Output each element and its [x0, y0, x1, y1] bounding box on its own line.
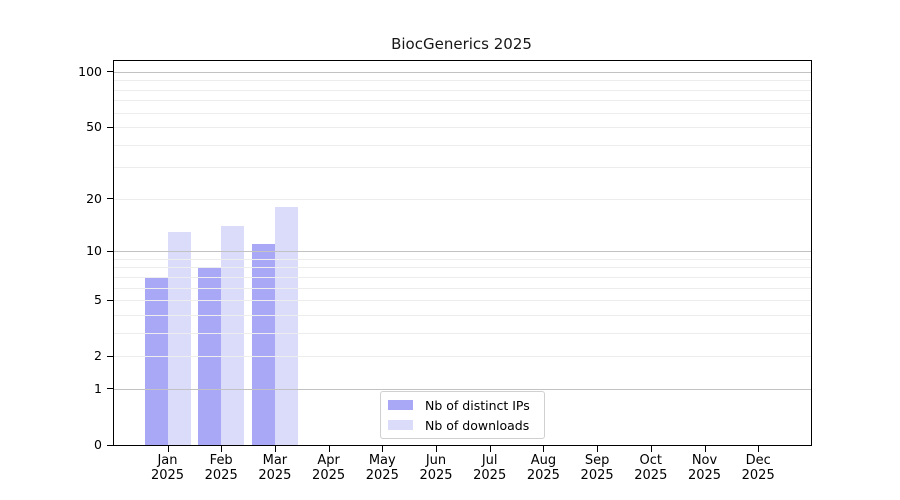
gridline-minor [114, 276, 811, 278]
x-tick [274, 446, 276, 452]
chart-title: BiocGenerics 2025 [391, 35, 532, 53]
x-label-year: 2025 [634, 468, 668, 483]
gridline-major [114, 71, 811, 73]
y-tick-label: 0 [94, 437, 102, 452]
y-tick-label: 1 [94, 380, 102, 396]
y-tick [107, 299, 113, 301]
x-tick-label: Nov 2025 [673, 453, 737, 483]
x-label-month: Jan [157, 453, 178, 468]
gridline-minor [114, 198, 811, 200]
x-tick-label: Feb 2025 [189, 453, 253, 483]
x-label-year: 2025 [312, 468, 346, 483]
gridline-minor [114, 314, 811, 316]
x-tick [328, 446, 330, 452]
gridline-minor [114, 127, 811, 129]
bar-ips-mar [251, 244, 275, 445]
x-tick-label: Aug 2025 [511, 453, 575, 483]
x-tick-label: Oct 2025 [619, 453, 683, 483]
x-label-year: 2025 [204, 468, 238, 483]
x-tick [489, 446, 491, 452]
x-label-month: Jun [425, 453, 447, 468]
bar-downloads-jan [167, 231, 191, 445]
x-label-year: 2025 [526, 468, 560, 483]
bar-downloads-mar [274, 207, 298, 445]
legend-swatch-downloads [388, 420, 413, 430]
x-label-month: Nov [691, 453, 718, 468]
y-tick-label: 100 [78, 63, 102, 79]
x-tick [221, 446, 223, 452]
y-tick [107, 355, 113, 357]
x-label-month: Dec [745, 453, 771, 468]
legend-entry-distinct-ips: Nb of distinct IPs [388, 398, 544, 413]
legend-swatch-distinct-ips [388, 400, 413, 410]
x-label-year: 2025 [258, 468, 292, 483]
x-label-year: 2025 [365, 468, 399, 483]
x-tick-label: Jul 2025 [458, 453, 522, 483]
y-tick [107, 71, 113, 73]
y-tick-label: 50 [86, 119, 102, 135]
gridline-minor [114, 80, 811, 82]
x-label-month: Oct [639, 453, 663, 468]
gridline-minor [114, 356, 811, 358]
gridline-minor [114, 167, 811, 169]
gridline-major [114, 388, 811, 390]
x-label-year: 2025 [419, 468, 453, 483]
y-tick-label: 5 [94, 292, 102, 308]
gridline-minor [114, 267, 811, 269]
x-label-year: 2025 [687, 468, 722, 483]
x-tick [597, 446, 599, 452]
gridline-minor [114, 144, 811, 146]
x-label-month: Jul [481, 453, 498, 468]
y-tick-label: 10 [86, 243, 102, 259]
x-label-month: Sep [584, 453, 610, 468]
x-tick-label: Dec 2025 [726, 453, 790, 483]
y-tick-label: 20 [86, 190, 102, 206]
gridline-minor [114, 89, 811, 91]
x-label-month: May [368, 453, 396, 468]
bar-ips-jan [144, 276, 168, 445]
x-label-year: 2025 [150, 468, 185, 483]
x-label-year: 2025 [580, 468, 614, 483]
y-tick [107, 126, 113, 128]
x-label-month: Aug [530, 453, 557, 468]
x-tick [167, 446, 169, 452]
legend-label-distinct-ips: Nb of distinct IPs [425, 397, 530, 413]
x-tick [758, 446, 760, 452]
legend-entry-downloads: Nb of downloads [388, 418, 544, 433]
gridline-minor [114, 287, 811, 289]
x-tick [382, 446, 384, 452]
x-tick-label: Sep 2025 [565, 453, 629, 483]
plot-area: Nb of distinct IPs Nb of downloads 0 1 2 5 1… [78, 60, 812, 483]
x-tick [704, 446, 706, 452]
x-tick-label: Mar 2025 [243, 453, 307, 483]
x-tick-label: Jun 2025 [404, 453, 468, 483]
legend: Nb of distinct IPs Nb of downloads [380, 391, 545, 439]
bar-downloads-feb [221, 226, 245, 445]
gridline-minor [114, 112, 811, 114]
y-tick-label: 2 [94, 348, 102, 364]
x-tick [543, 446, 545, 452]
x-label-year: 2025 [473, 468, 507, 483]
y-tick [107, 250, 113, 252]
gridline-minor [114, 300, 811, 302]
x-tick [436, 446, 437, 452]
gridline-minor [114, 258, 811, 260]
legend-label-downloads: Nb of downloads [425, 417, 530, 433]
gridline-minor [114, 332, 811, 334]
gridline-minor [114, 100, 811, 102]
bar-ips-feb [198, 267, 222, 445]
x-label-month: Feb [209, 453, 233, 468]
gridline-major [114, 251, 811, 253]
x-label-month: Apr [317, 453, 340, 468]
x-label-month: Mar [262, 453, 288, 468]
y-tick [107, 388, 113, 390]
x-tick-label: Apr 2025 [297, 453, 361, 483]
y-tick [107, 198, 113, 200]
x-tick-label: Jan 2025 [136, 453, 200, 483]
y-tick [107, 444, 113, 446]
x-label-year: 2025 [741, 468, 775, 483]
x-tick [650, 446, 652, 452]
x-tick-label: May 2025 [350, 453, 414, 483]
